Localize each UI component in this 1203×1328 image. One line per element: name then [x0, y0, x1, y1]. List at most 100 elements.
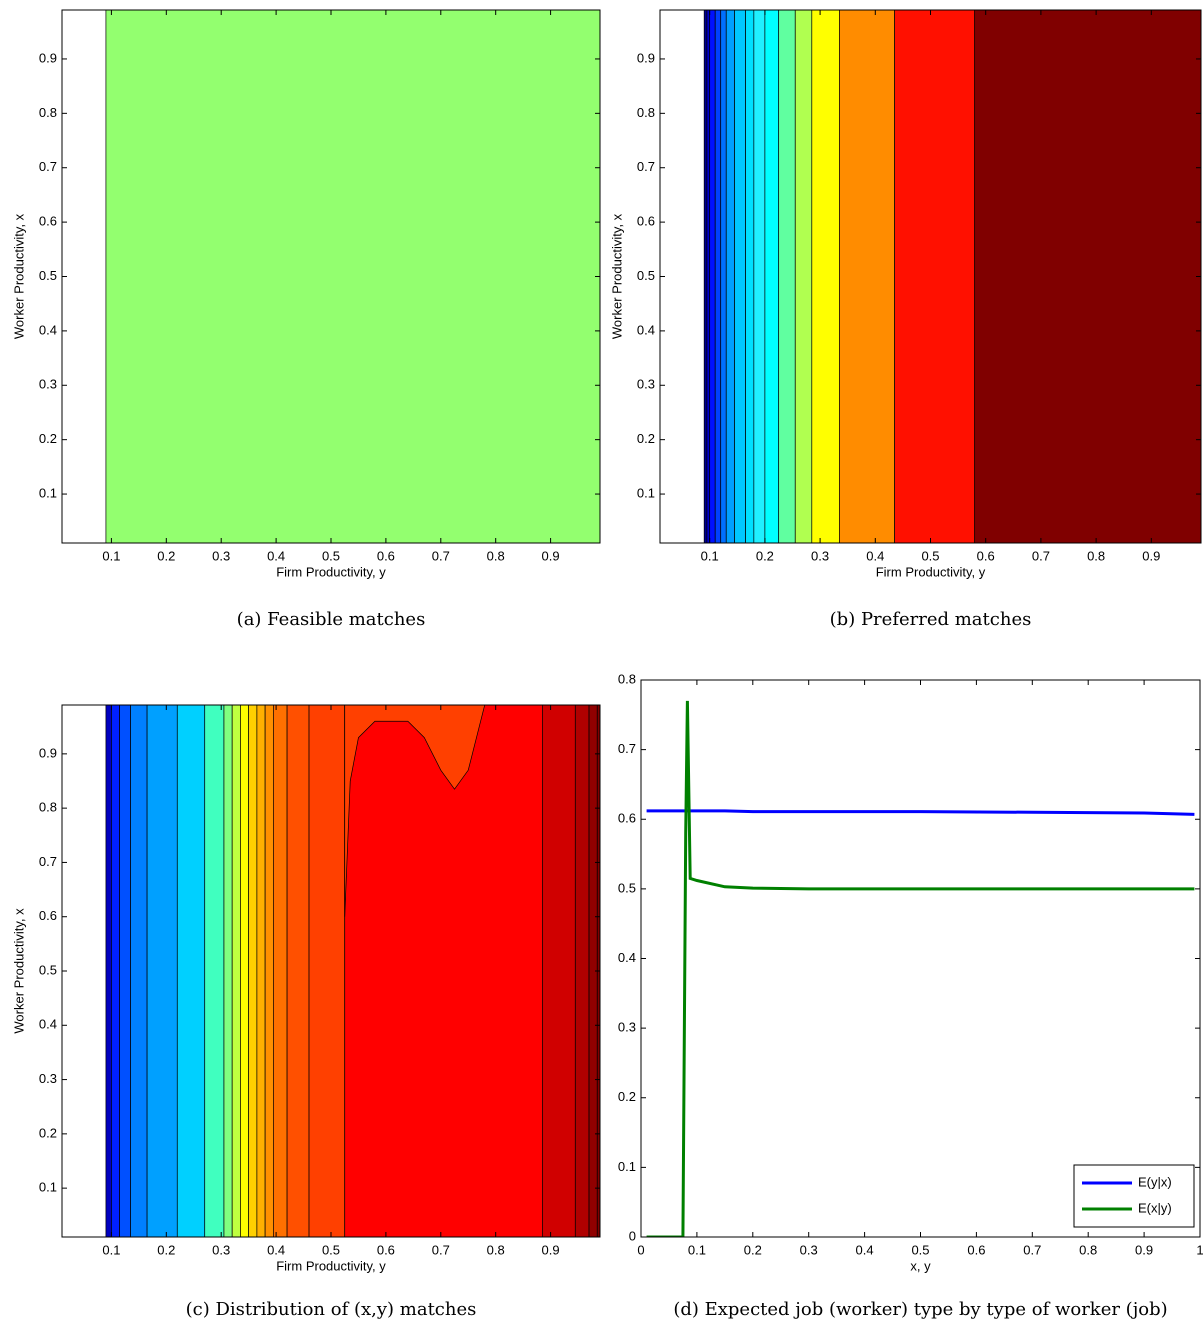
- contour-band: [542, 705, 576, 1237]
- x-tick-label: 0.1: [102, 548, 120, 563]
- legend-label: E(x|y): [1138, 1200, 1172, 1215]
- y-tick-label: 0.7: [618, 741, 636, 756]
- x-tick-label: 0.6: [967, 1242, 985, 1257]
- panel: E(y|x) E(x|y) 0 0.1 0.2 0.3 0.4 0.5 0.6 0.7 0.8 0.9…: [618, 671, 1203, 1320]
- x-tick-label: 0.4: [866, 548, 884, 563]
- contour-band: [974, 10, 1201, 543]
- x-tick-label: 0.4: [267, 548, 285, 563]
- y-tick-label: 0.4: [618, 950, 636, 965]
- plot-area: [105, 705, 600, 1237]
- y-tick-label: 0.5: [39, 962, 57, 977]
- y-tick-label: 0.6: [637, 214, 655, 229]
- y-tick-label: 0.5: [618, 880, 636, 895]
- x-tick-label: 0.3: [212, 548, 230, 563]
- y-tick-label: 0.2: [637, 431, 655, 446]
- y-tick-label: 0.3: [618, 1020, 636, 1035]
- contour-band: [264, 705, 274, 1237]
- x-tick-label: 0: [637, 1242, 644, 1257]
- y-tick-label: 0.2: [39, 1125, 57, 1140]
- y-tick-label: 0.9: [637, 50, 655, 65]
- x-tick-label: 0.5: [322, 1242, 340, 1257]
- y-tick-label: 0.6: [618, 811, 636, 826]
- contour-band: [204, 705, 225, 1237]
- contour-band: [706, 10, 711, 543]
- x-tick-label: 1: [1196, 1242, 1203, 1257]
- y-axis-label: Worker Productivity, x: [11, 908, 26, 1034]
- x-tick-label: 0.5: [322, 548, 340, 563]
- y-tick-label: 0.8: [637, 105, 655, 120]
- contour-band: [111, 705, 120, 1237]
- caption: (a) Feasible matches: [237, 609, 426, 630]
- x-tick-label: 0.2: [157, 1242, 175, 1257]
- x-tick-label: 0.7: [1023, 1242, 1041, 1257]
- x-tick-label: 0.8: [487, 1242, 505, 1257]
- y-tick-label: 0.6: [39, 908, 57, 923]
- contour-band: [794, 10, 813, 543]
- axes-box: [640, 679, 1201, 1238]
- contour-band: [256, 705, 266, 1237]
- data-line: [646, 700, 1195, 1237]
- contour-band: [574, 705, 590, 1237]
- x-tick-label: 0.5: [911, 1242, 929, 1257]
- x-tick-label: 0.3: [811, 548, 829, 563]
- y-tick-label: 0.2: [618, 1089, 636, 1104]
- contour-band: [240, 705, 250, 1237]
- contour-band: [720, 10, 727, 543]
- contour-band: [714, 10, 722, 543]
- contour-band: [119, 705, 131, 1237]
- x-axis-label: Firm Productivity, y: [276, 1258, 386, 1273]
- contour-band: [778, 10, 796, 543]
- contour-band: [130, 705, 148, 1237]
- y-tick-label: 0.1: [637, 485, 655, 500]
- x-tick-label: 0.3: [212, 1242, 230, 1257]
- x-tick-label: 0.4: [856, 1242, 874, 1257]
- contour-band: [273, 705, 288, 1237]
- x-tick-label: 0.9: [542, 548, 560, 563]
- y-axis-label: Worker Productivity, x: [609, 213, 624, 339]
- caption: (b) Preferred matches: [830, 609, 1032, 630]
- y-axis-label: Worker Productivity, x: [11, 213, 26, 339]
- x-tick-label: 0.9: [1142, 548, 1160, 563]
- x-tick-label: 0.7: [1032, 548, 1050, 563]
- contour-band: [105, 705, 112, 1237]
- y-tick-label: 0.1: [39, 1180, 57, 1195]
- y-tick-label: 0.5: [39, 268, 57, 283]
- x-tick-label: 0.8: [1087, 548, 1105, 563]
- x-tick-label: 0.9: [542, 1242, 560, 1257]
- y-tick-label: 0.4: [39, 322, 57, 337]
- x-tick-label: 0.4: [267, 1242, 285, 1257]
- y-tick-label: 0.1: [39, 485, 57, 500]
- y-tick-label: 0.8: [39, 800, 57, 815]
- contour-band: [764, 10, 780, 543]
- y-tick-label: 0.4: [39, 1017, 57, 1032]
- x-tick-label: 0.2: [756, 548, 774, 563]
- legend: E(y|x) E(x|y): [1073, 1164, 1195, 1228]
- y-tick-label: 0: [629, 1228, 636, 1243]
- y-tick-label: 0.4: [637, 322, 655, 337]
- x-tick-label: 0.7: [432, 1242, 450, 1257]
- x-tick-label: 0.6: [377, 1242, 395, 1257]
- contour-band: [745, 10, 755, 543]
- y-tick-label: 0.3: [39, 1071, 57, 1086]
- x-tick-label: 0.8: [487, 548, 505, 563]
- contour-band: [894, 10, 976, 543]
- y-tick-label: 0.2: [39, 431, 57, 446]
- contour-band: [725, 10, 735, 543]
- contour-band: [105, 10, 600, 543]
- contour-band: [176, 705, 206, 1237]
- y-tick-label: 0.1: [618, 1159, 636, 1174]
- y-tick-label: 0.7: [39, 854, 57, 869]
- y-tick-label: 0.5: [637, 268, 655, 283]
- x-tick-label: 0.2: [157, 548, 175, 563]
- y-tick-label: 0.7: [39, 159, 57, 174]
- y-tick-label: 0.9: [39, 50, 57, 65]
- plot-area: [646, 700, 1195, 1237]
- x-tick-label: 0.7: [432, 548, 450, 563]
- contour-region: [344, 705, 486, 917]
- contour-band: [248, 705, 258, 1237]
- contour-band: [308, 705, 346, 1237]
- plot-area: [703, 10, 1201, 543]
- contour-band: [709, 10, 716, 543]
- plot-area: [105, 10, 600, 543]
